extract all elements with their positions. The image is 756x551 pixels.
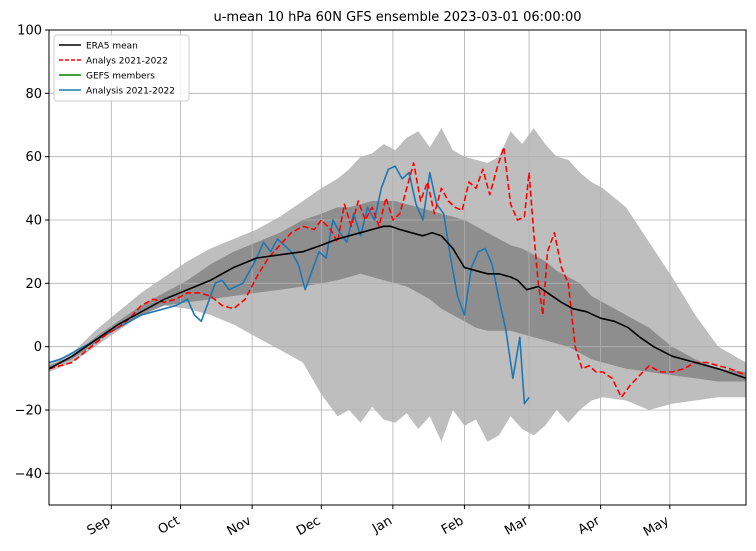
y-tick-label: −20: [15, 404, 42, 419]
legend-label: Analysis 2021-2022: [86, 87, 175, 97]
spread-band-0: [49, 128, 746, 442]
x-tick-label: Mar: [502, 513, 531, 539]
x-tick-label: Sep: [85, 513, 114, 538]
y-tick-label: 0: [34, 340, 42, 355]
legend-label: GEFS members: [86, 72, 155, 82]
plot-frame: [48, 29, 747, 506]
bands-layer: [49, 128, 746, 442]
series-line-era5-mean: [48, 225, 747, 380]
x-tick-label: Oct: [156, 513, 183, 537]
legend: ERA5 mean Analys 2021-2022 GEFS members Ana…: [53, 34, 190, 102]
x-tick-label: Nov: [225, 513, 255, 539]
y-tick-label: 40: [25, 214, 42, 229]
x-tick-label: May: [641, 513, 672, 540]
series-line-analys-2021-2022: [48, 146, 747, 399]
x-tick-label: Apr: [576, 513, 604, 538]
y-tick-label: 100: [17, 24, 42, 39]
x-tick-label: Jan: [369, 513, 395, 537]
chart-title: u-mean 10 hPa 60N GFS ensemble 2023-03-0…: [213, 10, 581, 25]
x-tick-label: Feb: [439, 513, 466, 538]
y-tick-label: −40: [15, 467, 42, 482]
axes-layer: [48, 29, 747, 506]
x-tick-label: Dec: [294, 513, 323, 539]
y-tick-label: 60: [25, 150, 42, 165]
legend-label: Analys 2021-2022: [86, 57, 168, 67]
spread-band-1: [49, 201, 746, 382]
legend-label: ERA5 mean: [86, 42, 138, 52]
legend-box: [53, 34, 190, 102]
y-tick-label: 80: [25, 87, 42, 102]
series-line-analysis-2021-2022: [48, 165, 530, 405]
y-tick-label: 20: [25, 277, 42, 292]
series-layer: [48, 146, 747, 405]
